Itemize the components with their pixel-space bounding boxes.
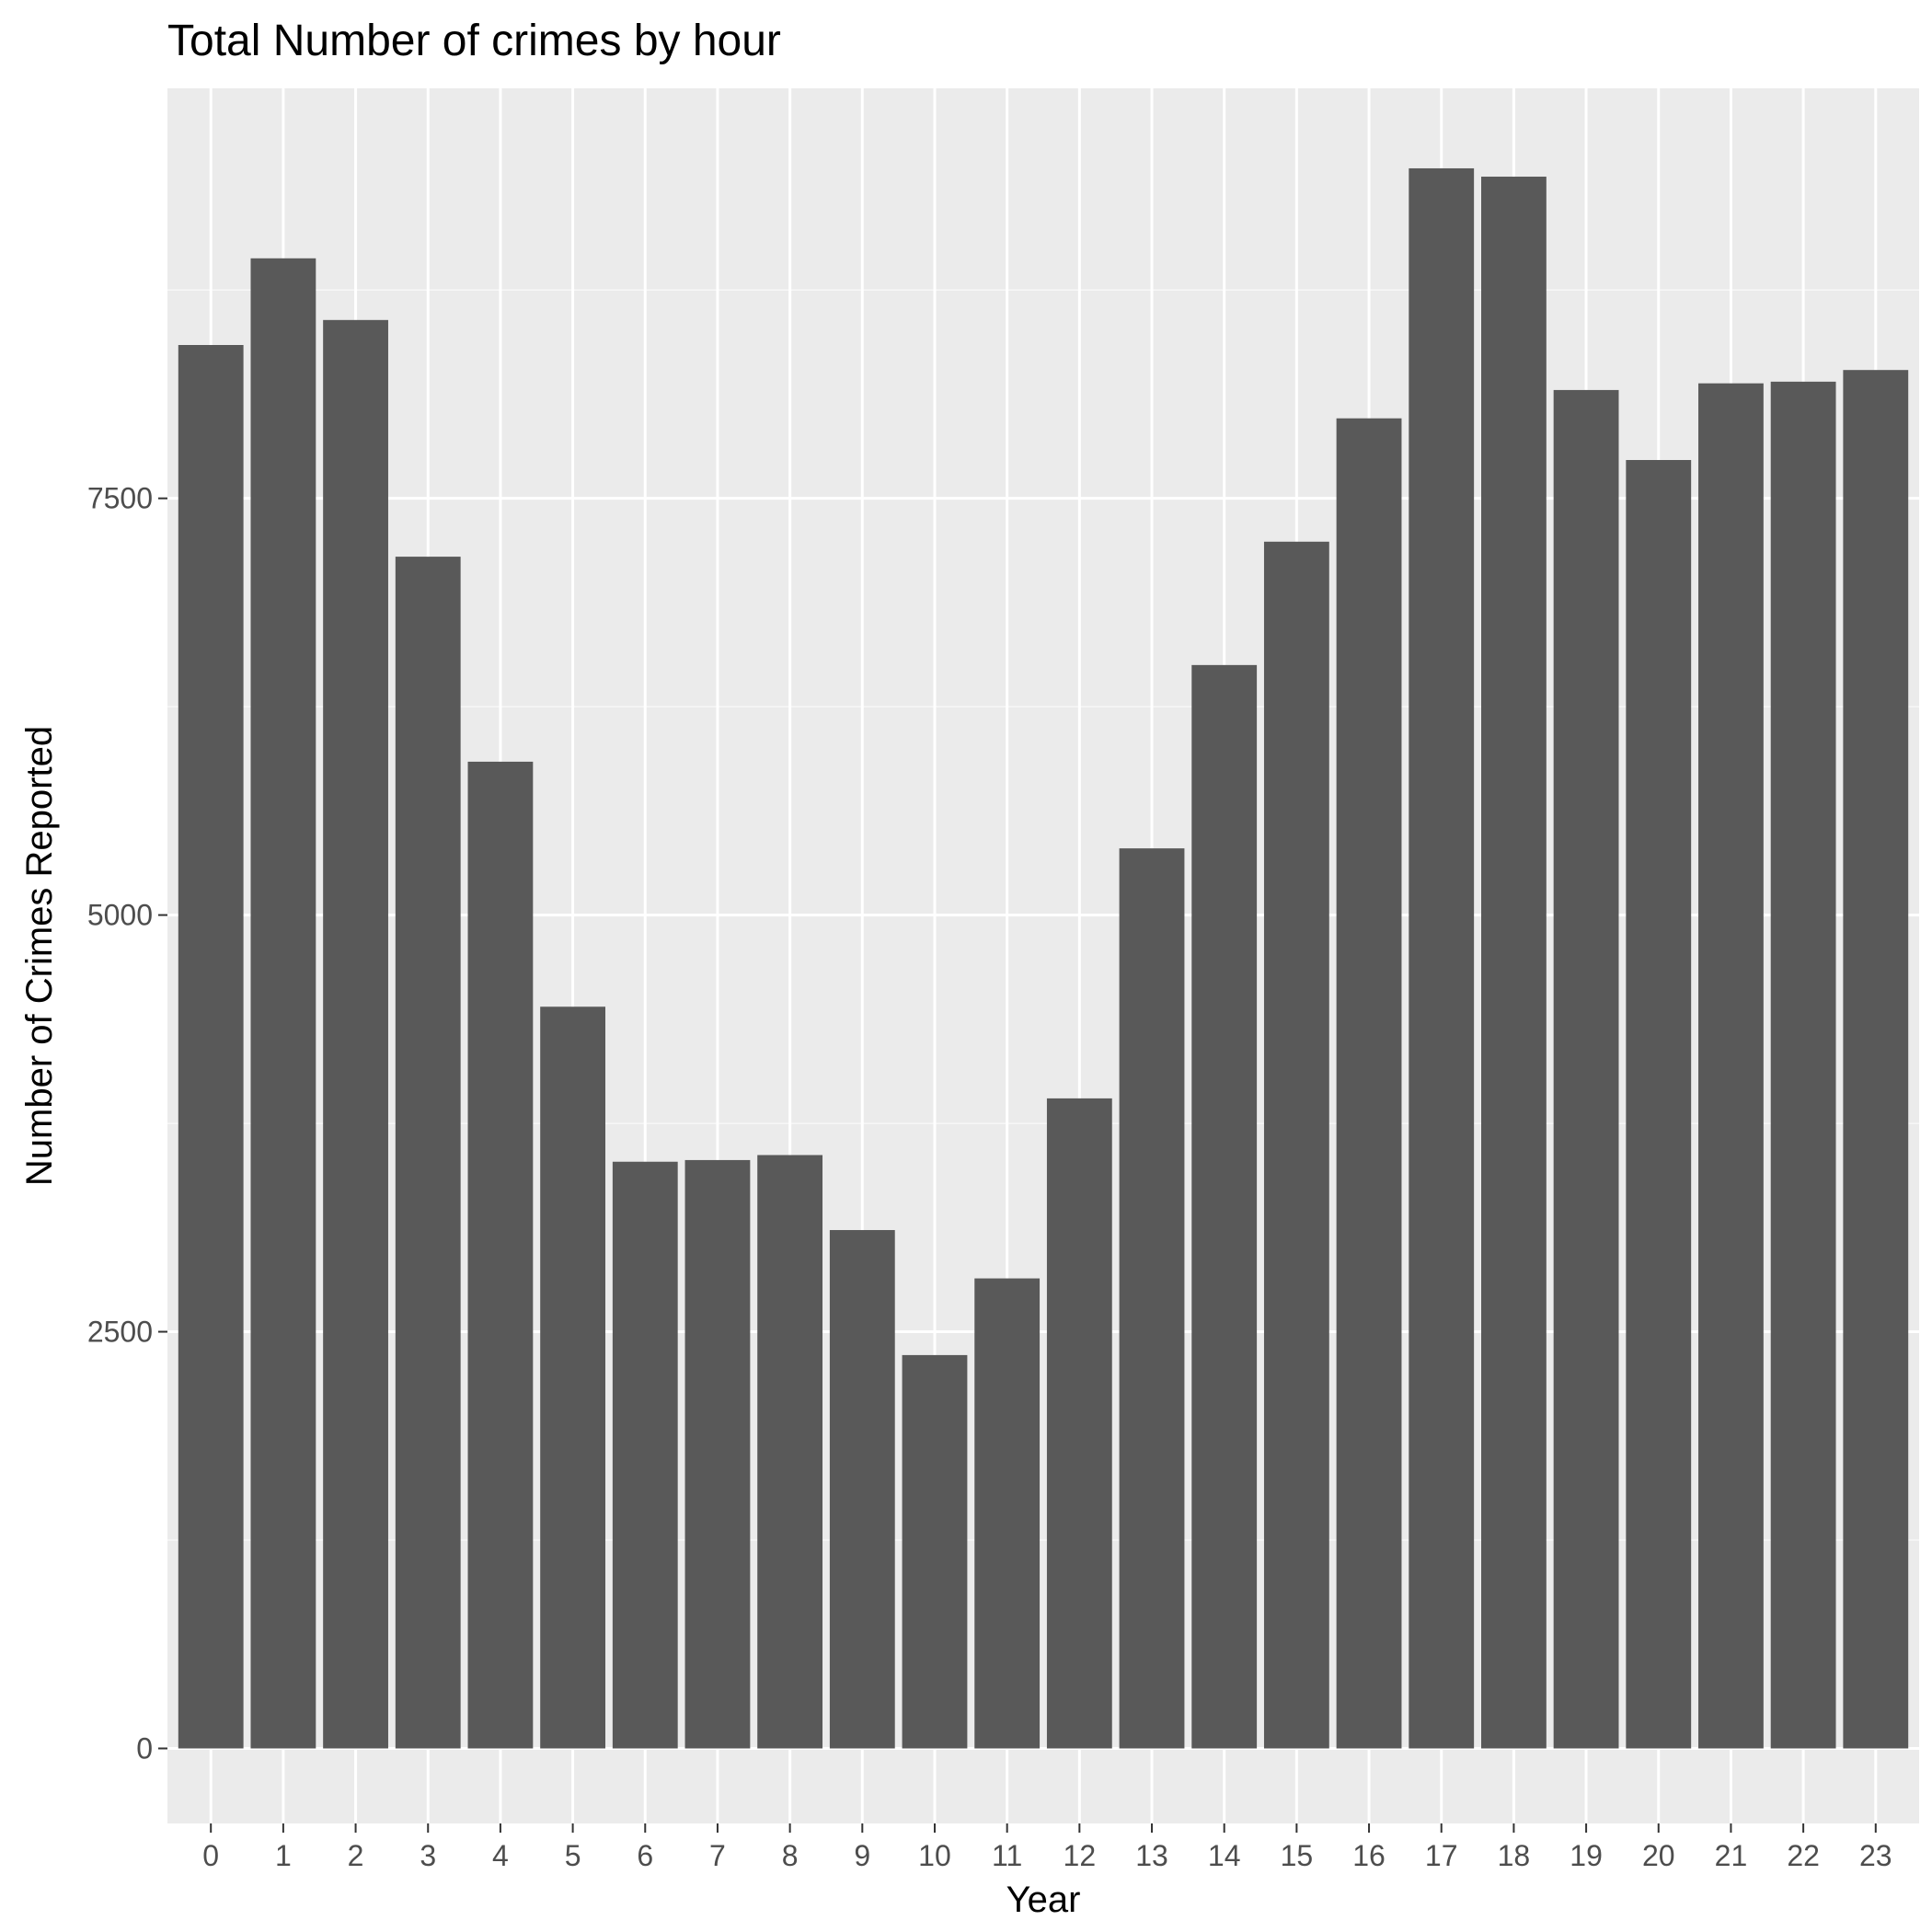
bar-hour-5 bbox=[540, 1006, 605, 1749]
bar-hour-15 bbox=[1263, 541, 1329, 1749]
bar-hour-19 bbox=[1553, 389, 1619, 1749]
bar-hour-11 bbox=[974, 1278, 1041, 1749]
x-tick-label: 23 bbox=[1859, 1839, 1892, 1872]
bar-hour-20 bbox=[1626, 460, 1692, 1749]
bar-hour-18 bbox=[1481, 177, 1547, 1749]
x-tick-label: 18 bbox=[1498, 1839, 1531, 1872]
x-tick-label: 12 bbox=[1064, 1839, 1097, 1872]
x-tick-label: 0 bbox=[202, 1839, 219, 1872]
x-tick-label: 13 bbox=[1135, 1839, 1168, 1872]
x-tick-label: 8 bbox=[782, 1839, 799, 1872]
y-tick-label: 0 bbox=[136, 1731, 153, 1765]
bar-hour-1 bbox=[250, 258, 316, 1749]
x-tick-label: 1 bbox=[275, 1839, 292, 1872]
bar-hour-2 bbox=[323, 319, 388, 1749]
x-tick-label: 19 bbox=[1570, 1839, 1603, 1872]
x-tick-label: 14 bbox=[1208, 1839, 1241, 1872]
x-tick-label: 9 bbox=[854, 1839, 870, 1872]
bar-hour-8 bbox=[757, 1155, 823, 1749]
bar-hour-23 bbox=[1843, 370, 1909, 1749]
bar-hour-22 bbox=[1770, 381, 1836, 1749]
x-tick-label: 17 bbox=[1425, 1839, 1458, 1872]
x-axis: 0 1 2 3 4 5 6 7 8 9 10 11 12 13 14 15 16 17 18 19 20 21 22 23 bbox=[202, 1823, 1892, 1872]
x-tick-label: 2 bbox=[348, 1839, 364, 1872]
bar-hour-12 bbox=[1046, 1098, 1112, 1749]
bar-hour-21 bbox=[1698, 383, 1764, 1749]
x-tick-label: 5 bbox=[565, 1839, 581, 1872]
bar-hour-4 bbox=[467, 761, 534, 1749]
bar-hour-16 bbox=[1336, 418, 1402, 1749]
x-tick-label: 20 bbox=[1642, 1839, 1675, 1872]
bar-hour-0 bbox=[178, 345, 244, 1749]
bar-hour-6 bbox=[612, 1161, 678, 1749]
x-tick-label: 4 bbox=[492, 1839, 509, 1872]
x-tick-label: 21 bbox=[1715, 1839, 1748, 1872]
x-tick-label: 22 bbox=[1787, 1839, 1820, 1872]
x-tick-label: 11 bbox=[992, 1839, 1022, 1872]
y-axis-title: Number of Crimes Reported bbox=[19, 726, 60, 1186]
x-tick-label: 7 bbox=[709, 1839, 726, 1872]
bar-hour-3 bbox=[395, 557, 461, 1749]
bar-hour-10 bbox=[902, 1354, 968, 1749]
bar-hour-7 bbox=[684, 1159, 751, 1749]
y-tick-label: 2500 bbox=[87, 1316, 153, 1349]
bar-hour-13 bbox=[1119, 848, 1185, 1749]
x-tick-label: 10 bbox=[918, 1839, 951, 1872]
y-axis: 0 2500 5000 7500 bbox=[87, 482, 167, 1765]
y-tick-label: 7500 bbox=[87, 482, 153, 515]
chart-title: Total Number of crimes by hour bbox=[167, 17, 781, 65]
bar-hour-17 bbox=[1409, 167, 1475, 1749]
bars bbox=[178, 167, 1909, 1749]
x-tick-label: 3 bbox=[420, 1839, 436, 1872]
x-tick-label: 16 bbox=[1352, 1839, 1386, 1872]
x-tick-label: 15 bbox=[1281, 1839, 1314, 1872]
x-axis-title: Year bbox=[1006, 1880, 1081, 1920]
bar-hour-9 bbox=[829, 1230, 895, 1749]
y-tick-label: 5000 bbox=[87, 899, 153, 932]
x-tick-label: 6 bbox=[637, 1839, 653, 1872]
bar-hour-14 bbox=[1191, 664, 1258, 1749]
